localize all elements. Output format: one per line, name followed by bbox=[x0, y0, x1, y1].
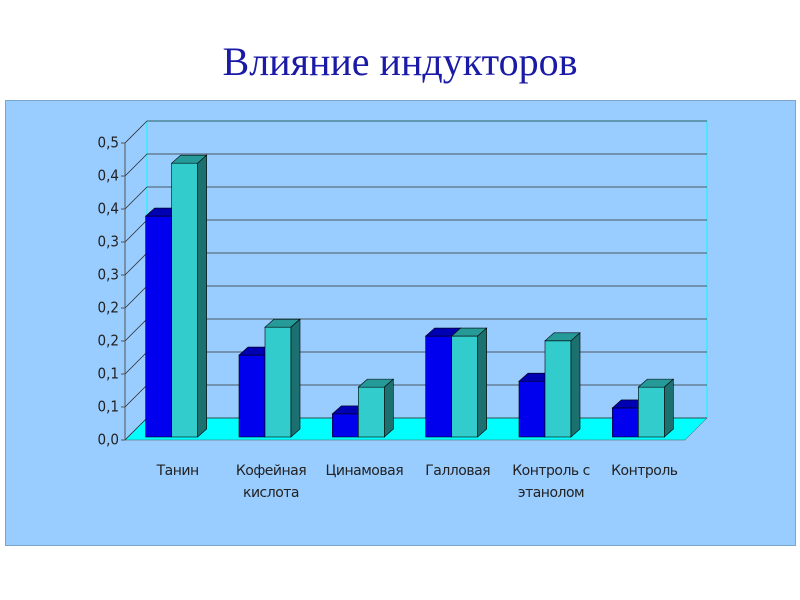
y-tick-label: 0,0 bbox=[98, 431, 119, 449]
grid-line bbox=[124, 153, 707, 177]
y-tick-label: 0,3 bbox=[98, 265, 119, 283]
y-tick-label: 0,1 bbox=[98, 365, 119, 383]
bar bbox=[357, 378, 395, 438]
bar-front bbox=[425, 335, 452, 438]
grid-line bbox=[124, 219, 707, 243]
bar bbox=[264, 318, 301, 438]
y-tick-label: 0,4 bbox=[98, 167, 119, 185]
bar-front bbox=[451, 335, 478, 438]
y-tick-label: 0,1 bbox=[98, 397, 119, 415]
bar-front bbox=[238, 354, 266, 438]
bar-front bbox=[332, 413, 359, 438]
chart-panel bbox=[5, 100, 796, 546]
bar-side bbox=[384, 378, 394, 438]
bar-front bbox=[612, 407, 639, 438]
bar bbox=[450, 327, 488, 438]
bar-side bbox=[290, 318, 301, 438]
bar-front bbox=[264, 326, 292, 438]
bar bbox=[170, 154, 208, 438]
y-tick-label: 0,2 bbox=[98, 299, 119, 317]
bar bbox=[637, 378, 675, 438]
x-tick-label: Галловая bbox=[425, 463, 491, 479]
bar-side bbox=[570, 332, 581, 438]
x-tick-label: Контроль с этанолом bbox=[512, 463, 590, 501]
bar-side bbox=[197, 154, 207, 438]
y-tick-label: 0,5 bbox=[98, 134, 119, 152]
y-tick-label: 0,3 bbox=[98, 233, 119, 251]
bar-front bbox=[518, 380, 546, 438]
grid-line bbox=[124, 120, 707, 144]
bar-front bbox=[171, 162, 198, 438]
bar-side bbox=[664, 378, 674, 438]
x-tick-label: Цинамовая bbox=[325, 463, 404, 479]
bar bbox=[544, 332, 581, 438]
x-tick-label: Контроль bbox=[611, 463, 678, 479]
grid-line bbox=[124, 252, 707, 276]
bar-side bbox=[477, 327, 487, 438]
slide-title: Влияние индукторов bbox=[222, 39, 578, 84]
bar-front bbox=[358, 386, 385, 438]
y-tick-label: 0,4 bbox=[98, 199, 119, 217]
x-tick-label: Кофейная кислота bbox=[235, 463, 307, 501]
bar-front bbox=[145, 215, 172, 438]
x-tick-label: Танин bbox=[156, 463, 200, 479]
y-tick-label: 0,2 bbox=[98, 331, 119, 349]
grid-line bbox=[124, 318, 707, 342]
grid-line bbox=[124, 285, 707, 309]
grid-line bbox=[124, 351, 707, 375]
bar-front bbox=[638, 386, 665, 438]
grid-line bbox=[124, 186, 707, 210]
bar-front bbox=[544, 340, 572, 438]
